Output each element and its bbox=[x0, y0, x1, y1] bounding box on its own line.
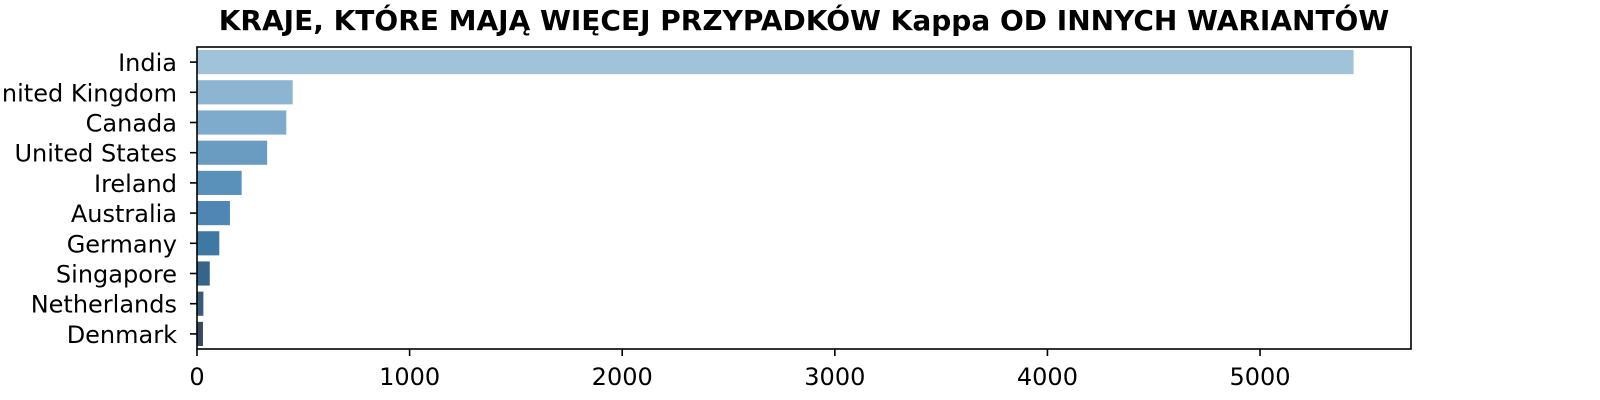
bar bbox=[197, 50, 1354, 75]
x-tick-label: 1000 bbox=[379, 363, 440, 391]
bar bbox=[197, 140, 268, 165]
y-tick-label: United Kingdom bbox=[0, 79, 177, 107]
bar bbox=[197, 261, 210, 286]
y-tick-label: Australia bbox=[71, 200, 177, 228]
y-tick-label: India bbox=[118, 49, 177, 77]
x-tick-label: 5000 bbox=[1230, 363, 1291, 391]
x-axis-ticks: 0 1000 2000 3000 4000 5000 bbox=[189, 349, 1291, 391]
plot-frame bbox=[196, 46, 1412, 350]
y-tick-label: Canada bbox=[86, 110, 177, 138]
y-tick-label: Singapore bbox=[56, 261, 177, 289]
y-tick-label: Denmark bbox=[67, 321, 177, 349]
x-tick-label: 0 bbox=[189, 363, 204, 391]
bar bbox=[197, 80, 293, 105]
bar bbox=[197, 321, 203, 346]
y-tick-label: Netherlands bbox=[31, 291, 177, 319]
y-tick-label: Germany bbox=[67, 230, 177, 258]
bar bbox=[197, 110, 287, 135]
x-tick-label: 2000 bbox=[592, 363, 653, 391]
x-tick-label: 4000 bbox=[1017, 363, 1078, 391]
chart-title: KRAJE, KTÓRE MAJĄ WIĘCEJ PRZYPADKÓW Kapp… bbox=[219, 3, 1390, 37]
bar bbox=[197, 291, 204, 316]
bar bbox=[197, 170, 242, 195]
y-tick-label: United States bbox=[14, 140, 177, 168]
bars-layer bbox=[197, 50, 1354, 346]
bar bbox=[197, 231, 220, 256]
bar bbox=[197, 201, 230, 226]
y-tick-label: Ireland bbox=[94, 170, 177, 198]
x-tick-label: 3000 bbox=[804, 363, 865, 391]
